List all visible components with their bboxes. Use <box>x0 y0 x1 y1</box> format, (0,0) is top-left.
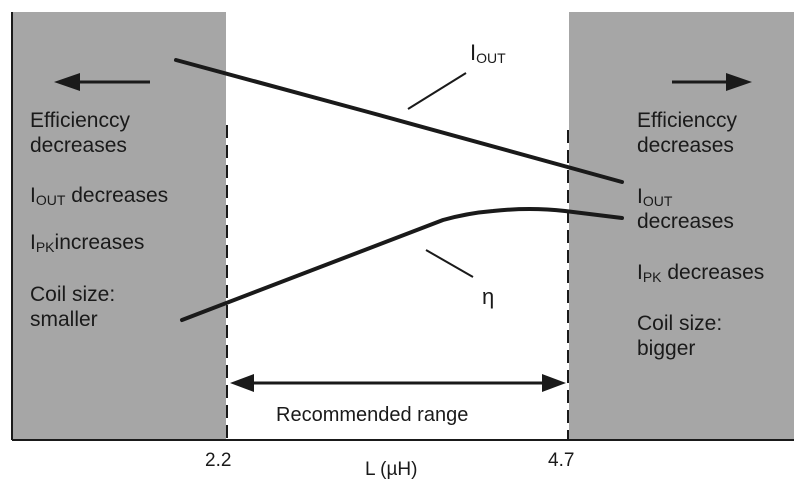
right-coil-note: Coil size: bigger <box>637 311 722 361</box>
left-efficiency-line2: decreases <box>30 134 127 158</box>
efficiency-curve <box>180 207 624 322</box>
right-efficiency-line1: Efficienccy <box>637 109 737 132</box>
right-efficiency-note: Efficienccy decreases <box>637 108 737 158</box>
right-coil-line1: Coil size: <box>637 312 723 335</box>
left-coil-note: Coil size: smaller <box>30 282 115 332</box>
range-arrow-icon <box>230 374 566 392</box>
left-coil-line2: smaller <box>30 308 98 332</box>
right-ipk-note: IPK decreases <box>637 261 765 285</box>
iout-curve <box>174 58 624 184</box>
x-axis-label: L (µH) <box>365 459 418 480</box>
right-coil-line2: bigger <box>637 337 696 361</box>
left-shaded-region <box>12 12 226 440</box>
efficiency-label-leader <box>425 249 474 278</box>
right-efficiency-line2: decreases <box>637 134 734 158</box>
left-efficiency-note: Efficienccy decreases <box>30 108 130 158</box>
left-coil-line1: Coil size: <box>30 283 116 306</box>
right-iout-note: IOUT decreases <box>637 184 734 234</box>
efficiency-curve-label: η <box>482 284 495 309</box>
left-efficiency-line1: Efficienccy <box>30 109 130 132</box>
recommended-range-label: Recommended range <box>276 404 469 426</box>
x-tick-low: 2.2 <box>205 450 232 471</box>
right-iout-line2: decreases <box>637 210 734 234</box>
left-arrow-icon <box>54 73 150 91</box>
iout-label-leader <box>407 72 467 110</box>
left-ipk-note: IPKincreases <box>30 231 145 255</box>
left-iout-note: IOUT decreases <box>30 184 169 208</box>
right-iout-line1: IOUT <box>637 185 673 209</box>
right-arrow-icon <box>672 73 752 91</box>
iout-curve-label: IOUT <box>470 40 506 66</box>
x-tick-high: 4.7 <box>548 450 575 471</box>
